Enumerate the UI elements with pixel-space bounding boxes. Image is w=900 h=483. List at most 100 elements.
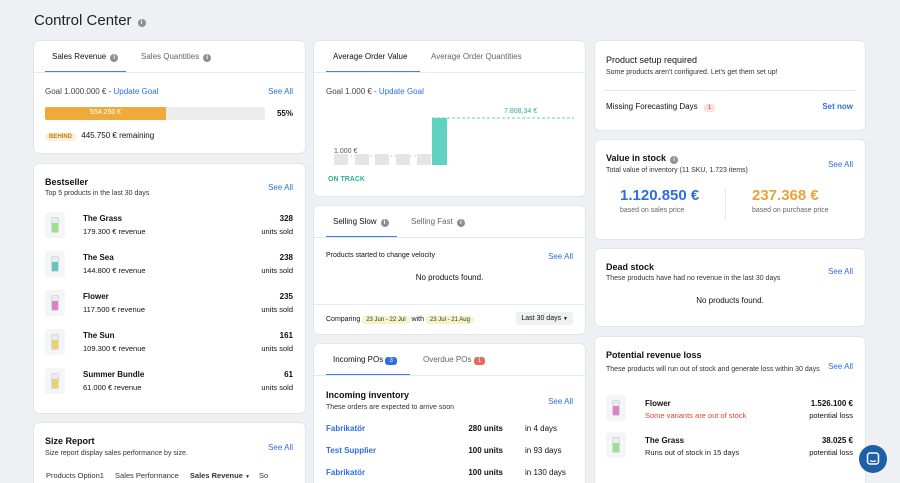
- range-current: 23 Jun - 22 Jul: [362, 316, 410, 324]
- status-badge: BEHIND: [45, 133, 77, 141]
- revenue-loss-title: Potential revenue loss: [606, 350, 702, 360]
- size-report-card: Size Report Size report display sales pe…: [34, 423, 305, 483]
- aov-chart: 7.808,34 € 1.000 €: [334, 108, 574, 165]
- po-row[interactable]: Test Supplier 100 units in 93 days: [326, 446, 573, 460]
- info-icon[interactable]: i: [137, 19, 146, 27]
- po-row[interactable]: Fabrikatör 100 units in 130 days: [326, 468, 573, 482]
- tab-incoming-pos[interactable]: Incoming POs 3: [333, 355, 397, 365]
- value-title-text: Value in stock: [606, 153, 667, 163]
- see-all-link[interactable]: See All: [828, 362, 853, 371]
- info-icon[interactable]: i: [110, 54, 119, 62]
- period-dropdown[interactable]: Last 30 days ▼: [516, 312, 573, 325]
- chart-bar: [417, 154, 431, 165]
- bestseller-subtitle: Top 5 products in the last 30 days: [45, 190, 150, 197]
- size-report-title: Size Report: [45, 436, 95, 446]
- tab-sales-revenue[interactable]: Sales Revenue i: [52, 52, 119, 62]
- product-revenue: 179.300 € revenue: [83, 227, 146, 236]
- tab-divider: [314, 237, 585, 238]
- column-header[interactable]: Products Option1: [46, 471, 104, 480]
- see-all-link[interactable]: See All: [268, 443, 293, 452]
- comparing-label: Comparing: [326, 316, 361, 323]
- bestseller-item[interactable]: The Sea 144.800 € revenue 238 units sold: [45, 250, 294, 280]
- tab-divider: [314, 375, 585, 376]
- column-header[interactable]: Sales Performance: [115, 471, 179, 480]
- product-thumbnail: [45, 251, 65, 277]
- product-revenue: 61.000 € revenue: [83, 383, 142, 392]
- tab-average-order-quantities[interactable]: Average Order Quantities: [431, 52, 522, 61]
- goal-label: Goal 1.000 €: [326, 87, 372, 96]
- see-all-link[interactable]: See All: [828, 267, 853, 276]
- info-icon[interactable]: i: [380, 219, 389, 227]
- product-revenue: 144.800 € revenue: [83, 266, 146, 275]
- size-report-subtitle: Size report display sales performance by…: [45, 450, 188, 457]
- goal-line: Goal 1.000.000 € - Update Goal: [45, 87, 158, 96]
- set-now-link[interactable]: Set now: [822, 102, 853, 111]
- see-all-link[interactable]: See All: [828, 160, 853, 169]
- units-sold-label: units sold: [261, 383, 293, 392]
- tab-divider: [314, 72, 585, 73]
- tab-selling-fast[interactable]: Selling Fast i: [411, 217, 465, 227]
- period-label: Last 30 days: [521, 315, 562, 322]
- status-row: BEHIND 445.750 € remaining: [45, 131, 154, 141]
- loss-label: potential loss: [809, 448, 853, 457]
- bestseller-item[interactable]: Summer Bundle 61.000 € revenue 61 units …: [45, 367, 294, 397]
- chat-button[interactable]: [859, 445, 887, 473]
- revenue-loss-item[interactable]: The Grass Runs out of stock in 15 days 3…: [606, 432, 854, 462]
- see-all-link[interactable]: See All: [268, 87, 293, 96]
- po-units-value: 100 units: [468, 468, 503, 477]
- po-units: 100 units: [468, 446, 503, 455]
- loss-note: Runs out of stock in 15 days: [645, 448, 740, 457]
- units-sold-label: units sold: [261, 266, 293, 275]
- aov-card: Average Order Value Average Order Quanti…: [314, 41, 585, 196]
- supplier-link[interactable]: Fabrikatör: [326, 468, 366, 477]
- column-header-label: Sales Revenue: [189, 471, 243, 480]
- info-icon[interactable]: i: [456, 219, 465, 227]
- po-row[interactable]: Fabrikatör 280 units in 4 days: [326, 424, 573, 438]
- bestseller-title: Bestseller: [45, 177, 89, 187]
- see-all-link[interactable]: See All: [548, 252, 573, 261]
- supplier-link[interactable]: Fabrikatör: [326, 424, 366, 433]
- pos-title: Incoming inventory: [326, 390, 410, 400]
- bestseller-item[interactable]: The Sun 109.300 € revenue 161 units sold: [45, 328, 294, 358]
- revenue-loss-card: Potential revenue loss These products wi…: [595, 337, 865, 483]
- bestseller-item[interactable]: The Grass 179.300 € revenue 328 units so…: [45, 211, 294, 241]
- tab-sales-quantities[interactable]: Sales Quantities i: [141, 52, 212, 62]
- tab-overdue-pos[interactable]: Overdue POs 1: [423, 355, 486, 365]
- sales-value-label: based on sales price: [620, 207, 685, 214]
- info-icon[interactable]: i: [670, 156, 679, 164]
- tab-label: Selling Fast: [411, 217, 453, 226]
- product-name: Flower: [83, 292, 109, 301]
- product-name: The Sun: [83, 331, 115, 340]
- chart-baseline-label: 1.000 €: [334, 148, 357, 155]
- remaining-text: 445.750 € remaining: [81, 131, 155, 140]
- tab-average-order-value[interactable]: Average Order Value: [333, 52, 408, 61]
- update-goal-link[interactable]: Update Goal: [113, 87, 159, 96]
- setup-title: Product setup required: [606, 55, 698, 65]
- po-eta: in 130 days: [525, 468, 566, 477]
- supplier-link[interactable]: Test Supplier: [326, 446, 377, 455]
- product-thumbnail: [45, 329, 65, 355]
- tab-selling-slow[interactable]: Selling Slow i: [333, 217, 389, 227]
- goal-separator: -: [106, 87, 114, 96]
- incoming-count-badge: 3: [385, 357, 397, 365]
- tab-label: Incoming POs: [333, 355, 384, 364]
- units-sold-value: 61: [284, 370, 293, 379]
- column-header-sorted[interactable]: Sales Revenue ▼: [190, 471, 250, 480]
- chart-bar: [375, 154, 389, 165]
- see-all-link[interactable]: See All: [268, 183, 293, 192]
- product-thumbnail: [606, 432, 626, 458]
- update-goal-link[interactable]: Update Goal: [378, 87, 424, 96]
- revenue-loss-item[interactable]: Flower Some variants are out of stock 1.…: [606, 395, 854, 425]
- chart-bar: [334, 154, 348, 165]
- column-header[interactable]: So: [259, 471, 269, 480]
- sales-value: 1.120.850 €: [620, 187, 700, 204]
- bestseller-item[interactable]: Flower 117.500 € revenue 235 units sold: [45, 289, 294, 319]
- see-all-link[interactable]: See All: [548, 397, 573, 406]
- empty-message: No products found.: [415, 273, 484, 282]
- footer-divider: [314, 304, 585, 305]
- sales-card: Sales Revenue i Sales Quantities i Goal 1.…: [34, 41, 305, 153]
- info-icon[interactable]: i: [203, 54, 212, 62]
- selling-subtitle: Products started to change velocity: [326, 252, 435, 259]
- dead-stock-subtitle: These products have had no revenue in th…: [606, 275, 781, 282]
- units-sold-value: 161: [279, 331, 293, 340]
